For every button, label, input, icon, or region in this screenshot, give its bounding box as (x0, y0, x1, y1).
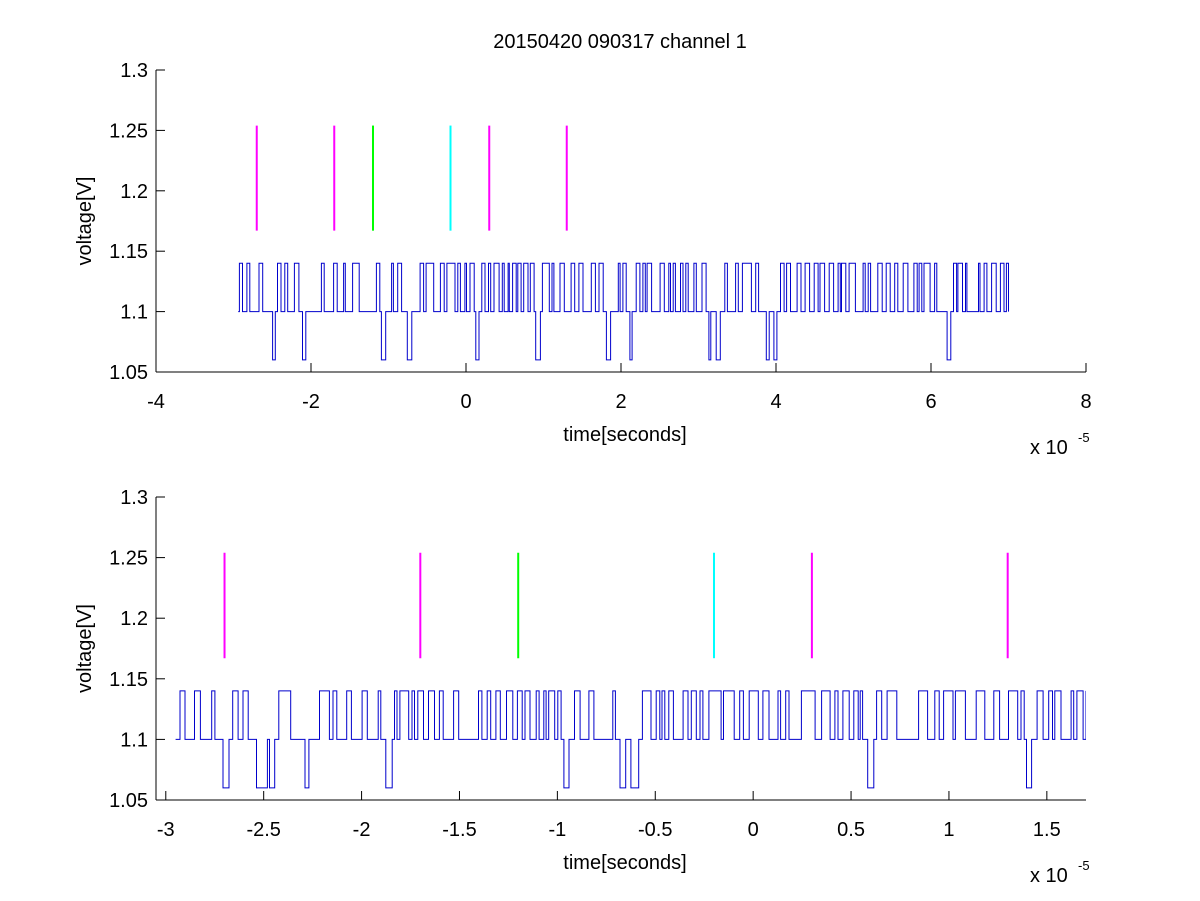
voltage-trace (238, 262, 1009, 361)
x-tick-label: 1 (943, 819, 954, 841)
y-axis-label: voltage[V] (74, 177, 96, 266)
y-tick-label: 1.3 (120, 60, 148, 82)
x-tick-label: 6 (925, 391, 936, 413)
top-plot: -4 -2 0 2 4 6 8 1.05 1.1 1.15 1.2 1.25 1.3 time[secon… (74, 60, 1092, 459)
x-tick-label: 2 (615, 391, 626, 413)
y-tick-label: 1.25 (109, 548, 148, 570)
y-tick-label: 1.25 (109, 120, 148, 142)
x-multiplier-label: x 10 (1030, 437, 1068, 459)
x-tick-label: -2.5 (246, 819, 280, 841)
x-tick-label: 0 (748, 819, 759, 841)
y-tick-label: 1.05 (109, 790, 148, 812)
y-tick-label: 1.3 (120, 487, 148, 509)
y-tick-label: 1.2 (120, 181, 148, 203)
y-tick-label: 1.15 (109, 669, 148, 691)
y-tick-label: 1.2 (120, 608, 148, 630)
x-tick-label: 1.5 (1033, 819, 1061, 841)
x-multiplier-label: x 10 (1030, 865, 1068, 887)
voltage-trace (175, 690, 1086, 789)
y-tick-label: 1.1 (120, 729, 148, 751)
x-multiplier-exponent: -5 (1078, 430, 1090, 445)
y-tick-label: 1.05 (109, 362, 148, 384)
x-tick-label: 0 (460, 391, 471, 413)
x-tick-label: -2 (353, 819, 371, 841)
x-tick-label: -1 (548, 819, 566, 841)
x-tick-label: 0.5 (837, 819, 865, 841)
x-tick-label: 4 (770, 391, 781, 413)
x-axis-label: time[seconds] (563, 424, 686, 446)
x-tick-label: -4 (147, 391, 165, 413)
x-tick-label: 8 (1080, 391, 1091, 413)
x-tick-label: -0.5 (638, 819, 672, 841)
x-tick-label: -2 (302, 391, 320, 413)
y-axis-label: voltage[V] (74, 604, 96, 693)
x-tick-label: -3 (157, 819, 175, 841)
bottom-plot: -3 -2.5 -2 -1.5 -1 -0.5 0 0.5 1 1.5 1.05 1.1 1.15 1.2… (74, 487, 1090, 887)
x-axis-label: time[seconds] (563, 852, 686, 874)
y-tick-label: 1.1 (120, 302, 148, 324)
y-tick-label: 1.15 (109, 241, 148, 263)
x-multiplier-exponent: -5 (1078, 858, 1090, 873)
x-tick-label: -1.5 (442, 819, 476, 841)
chart-title: 20150420 090317 channel 1 (493, 31, 747, 53)
